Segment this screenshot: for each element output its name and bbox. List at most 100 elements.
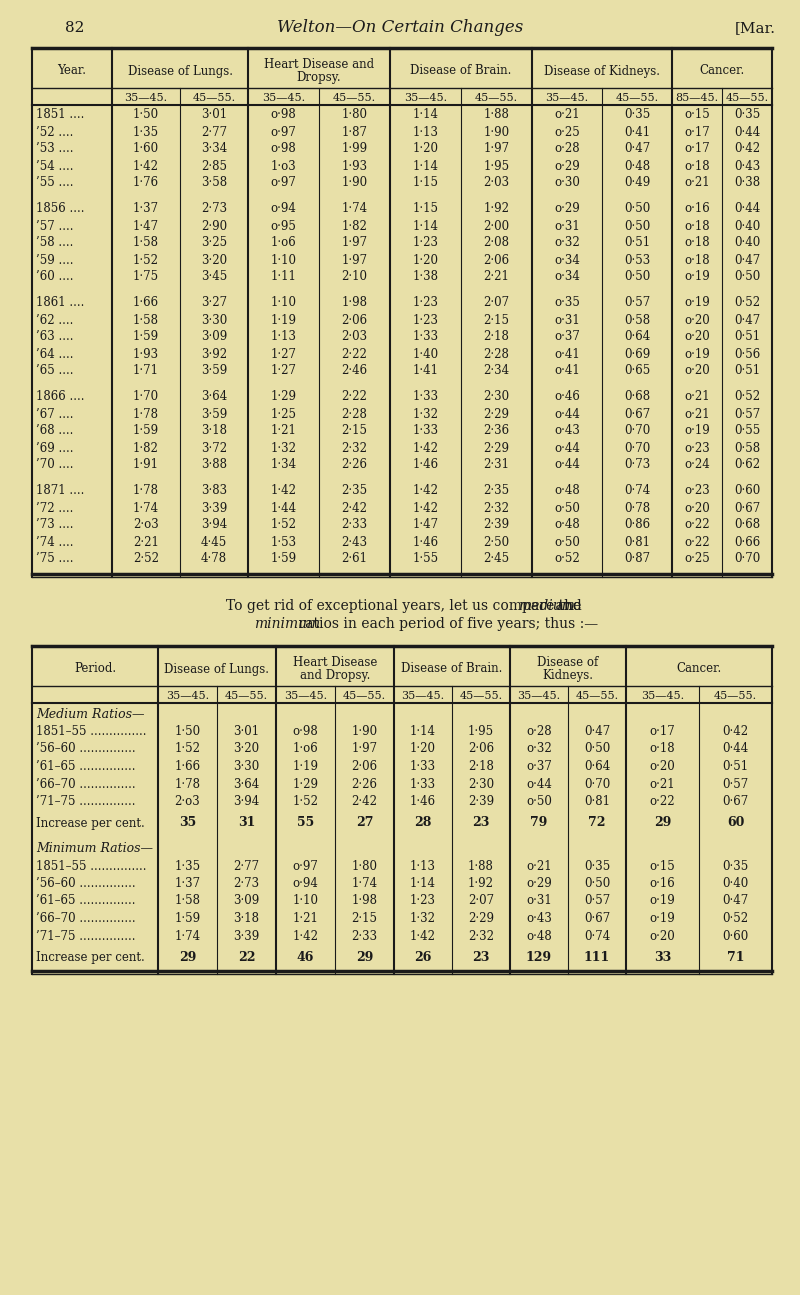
Text: o·23: o·23: [684, 484, 710, 497]
Text: 1·59: 1·59: [133, 425, 159, 438]
Text: 1·19: 1·19: [293, 760, 318, 773]
Text: o·97: o·97: [270, 126, 297, 139]
Text: 0·56: 0·56: [734, 347, 760, 360]
Text: 1·90: 1·90: [351, 725, 378, 738]
Text: o·46: o·46: [554, 391, 580, 404]
Text: 1·42: 1·42: [413, 501, 438, 514]
Text: 1·42: 1·42: [293, 930, 318, 943]
Text: 1·44: 1·44: [270, 501, 297, 514]
Text: 0·66: 0·66: [734, 536, 760, 549]
Text: o·50: o·50: [526, 795, 552, 808]
Text: 0·57: 0·57: [734, 408, 760, 421]
Text: 0·62: 0·62: [734, 458, 760, 471]
Text: o·97: o·97: [293, 860, 318, 873]
Text: 2·30: 2·30: [468, 777, 494, 790]
Text: 1·47: 1·47: [413, 518, 438, 531]
Text: 1·95: 1·95: [468, 725, 494, 738]
Text: 1·71: 1·71: [133, 364, 159, 378]
Text: 31: 31: [238, 817, 255, 830]
Text: ’55 ....: ’55 ....: [36, 176, 74, 189]
Text: 0·86: 0·86: [624, 518, 650, 531]
Text: 1·50: 1·50: [133, 109, 159, 122]
Text: 2·34: 2·34: [483, 364, 510, 378]
Text: 35—45.: 35—45.: [166, 692, 209, 701]
Text: o·19: o·19: [684, 425, 710, 438]
Text: 1·33: 1·33: [413, 425, 438, 438]
Text: 3·01: 3·01: [234, 725, 259, 738]
Text: o·98: o·98: [270, 142, 296, 155]
Text: Disease of: Disease of: [538, 657, 598, 670]
Text: 1·58: 1·58: [133, 237, 159, 250]
Text: 82: 82: [66, 21, 85, 35]
Text: 1·23: 1·23: [413, 297, 438, 310]
Text: 1·92: 1·92: [483, 202, 510, 215]
Text: o·50: o·50: [554, 536, 580, 549]
Text: 3·94: 3·94: [234, 795, 260, 808]
Text: o·43: o·43: [554, 425, 580, 438]
Text: 0·87: 0·87: [624, 553, 650, 566]
Text: 45—55.: 45—55.: [726, 93, 769, 104]
Text: Medium Ratios—: Medium Ratios—: [36, 707, 145, 720]
Text: 0·47: 0·47: [734, 313, 760, 326]
Text: o·19: o·19: [650, 912, 675, 925]
Text: 1·10: 1·10: [270, 297, 297, 310]
Text: ’73 ....: ’73 ....: [36, 518, 74, 531]
Text: 0·70: 0·70: [734, 553, 760, 566]
Text: 0·67: 0·67: [722, 795, 749, 808]
Text: 1·13: 1·13: [413, 126, 438, 139]
Text: 1·37: 1·37: [133, 202, 159, 215]
Text: o·20: o·20: [684, 501, 710, 514]
Text: 0·74: 0·74: [624, 484, 650, 497]
Text: ’71–75 ...............: ’71–75 ...............: [36, 930, 135, 943]
Text: [Mar.: [Mar.: [734, 21, 775, 35]
Text: 1·13: 1·13: [410, 860, 436, 873]
Text: 1·88: 1·88: [468, 860, 494, 873]
Text: 1·90: 1·90: [483, 126, 510, 139]
Text: 1·32: 1·32: [410, 912, 436, 925]
Text: 45—55.: 45—55.: [343, 692, 386, 701]
Text: 2·90: 2·90: [201, 219, 227, 233]
Text: 2·10: 2·10: [342, 271, 367, 284]
Text: 29: 29: [654, 817, 671, 830]
Text: 1·14: 1·14: [413, 159, 438, 172]
Text: and: and: [551, 600, 582, 613]
Text: ’66–70 ...............: ’66–70 ...............: [36, 777, 136, 790]
Text: 2·22: 2·22: [342, 347, 367, 360]
Text: 0·70: 0·70: [624, 425, 650, 438]
Text: 35—45.: 35—45.: [284, 692, 327, 701]
Text: 0·50: 0·50: [624, 202, 650, 215]
Text: 3·83: 3·83: [201, 484, 227, 497]
Text: 79: 79: [530, 817, 548, 830]
Text: 2·77: 2·77: [201, 126, 227, 139]
Text: o·37: o·37: [554, 330, 580, 343]
Text: 1·52: 1·52: [174, 742, 201, 755]
Text: ’56–60 ...............: ’56–60 ...............: [36, 877, 136, 890]
Text: 1·35: 1·35: [174, 860, 201, 873]
Text: Cancer.: Cancer.: [676, 663, 722, 676]
Text: 1·42: 1·42: [270, 484, 297, 497]
Text: 1·88: 1·88: [483, 109, 510, 122]
Text: 2·15: 2·15: [351, 912, 378, 925]
Text: Heart Disease: Heart Disease: [293, 657, 377, 670]
Text: 2·18: 2·18: [483, 330, 510, 343]
Text: 1·23: 1·23: [413, 313, 438, 326]
Text: o·48: o·48: [554, 484, 580, 497]
Text: 3·34: 3·34: [201, 142, 227, 155]
Text: 0·58: 0·58: [734, 442, 760, 455]
Text: o·95: o·95: [270, 219, 297, 233]
Text: 1·21: 1·21: [293, 912, 318, 925]
Text: 1·41: 1·41: [413, 364, 438, 378]
Text: o·16: o·16: [684, 202, 710, 215]
Text: 1·52: 1·52: [133, 254, 159, 267]
Text: o·20: o·20: [684, 330, 710, 343]
Text: o·44: o·44: [554, 408, 580, 421]
Text: 4·78: 4·78: [201, 553, 227, 566]
Text: 1·37: 1·37: [174, 877, 201, 890]
Text: 0·50: 0·50: [624, 219, 650, 233]
Text: 3·39: 3·39: [234, 930, 260, 943]
Text: o·37: o·37: [526, 760, 552, 773]
Text: 2·32: 2·32: [468, 930, 494, 943]
Text: 23: 23: [472, 817, 490, 830]
Text: o·18: o·18: [684, 254, 710, 267]
Text: 0·70: 0·70: [624, 442, 650, 455]
